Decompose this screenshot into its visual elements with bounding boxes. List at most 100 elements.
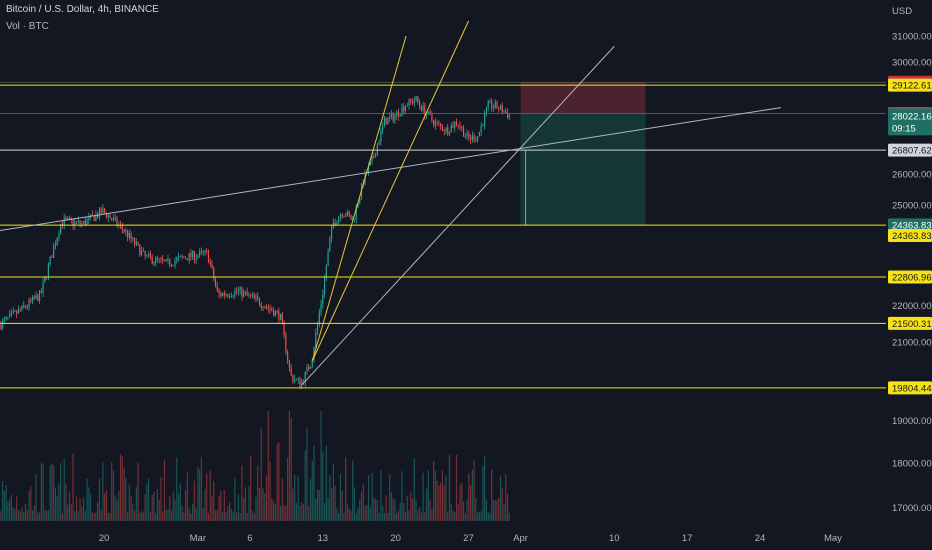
volume-bar xyxy=(236,512,238,521)
volume-bar xyxy=(385,495,387,521)
volume-bar xyxy=(487,512,489,521)
volume-bar xyxy=(35,474,37,521)
volume-bar xyxy=(225,512,227,521)
candle-body xyxy=(100,208,102,214)
candle-body xyxy=(218,290,220,294)
time-tick-label: Apr xyxy=(513,533,528,544)
candle-body xyxy=(211,263,213,269)
volume-bar xyxy=(23,511,25,521)
volume-bar xyxy=(336,508,338,521)
volume-bar xyxy=(318,489,320,521)
volume-bar xyxy=(413,458,415,521)
candle-body xyxy=(206,250,208,252)
volume-bar xyxy=(367,474,370,521)
volume-bar xyxy=(434,470,436,521)
volume-bar xyxy=(74,511,76,521)
candle-body xyxy=(257,296,259,299)
candle-body xyxy=(67,218,69,219)
volume-bar xyxy=(130,496,132,521)
candle-body xyxy=(33,296,35,299)
trend-line[interactable] xyxy=(301,45,615,386)
candle-body xyxy=(418,101,421,106)
volume-bar xyxy=(192,503,194,521)
volume-bar xyxy=(264,493,266,521)
candle-body xyxy=(452,125,454,128)
candle-body xyxy=(323,277,326,294)
candle-body xyxy=(74,221,76,226)
candle-body xyxy=(155,257,157,263)
volume-bar xyxy=(12,507,14,521)
volume-bar xyxy=(9,499,11,521)
candle-body xyxy=(23,305,25,307)
volume-bar xyxy=(169,496,171,521)
candle-body xyxy=(267,307,269,309)
volume-bar xyxy=(134,510,136,521)
volume-bar xyxy=(58,484,60,521)
candle-body xyxy=(327,251,329,266)
last-price-label: 28022.16 xyxy=(892,111,932,122)
price-tick-label: 30000.00 xyxy=(892,57,932,68)
candle-body xyxy=(501,105,503,113)
volume-bar xyxy=(260,428,262,521)
volume-bar xyxy=(272,500,275,521)
candle-body xyxy=(506,112,509,118)
volume-bar xyxy=(199,469,201,521)
volume-bar xyxy=(311,460,313,521)
volume-bar xyxy=(170,510,173,521)
volume-bar xyxy=(452,510,454,521)
volume-bar xyxy=(158,499,160,521)
candle-body xyxy=(40,290,42,293)
volume-bar xyxy=(237,494,239,521)
take-profit-zone[interactable] xyxy=(520,113,646,226)
candle-body xyxy=(457,124,459,126)
volume-bar xyxy=(100,510,102,521)
volume-bar xyxy=(501,487,503,521)
volume-bar xyxy=(79,498,81,521)
candle-body xyxy=(343,215,345,217)
volume-bar xyxy=(107,512,109,521)
fan-line[interactable] xyxy=(311,35,407,361)
stop-loss-zone[interactable] xyxy=(520,82,646,114)
volume-bar xyxy=(420,512,422,521)
candle-body xyxy=(81,223,83,225)
price-tick-label: 22000.00 xyxy=(892,301,932,312)
volume-bar xyxy=(441,470,444,521)
candle-body xyxy=(185,257,187,259)
volume-bar xyxy=(290,417,292,521)
volume-bar xyxy=(241,465,243,521)
candle-body xyxy=(132,237,134,239)
drawings[interactable] xyxy=(0,20,886,389)
level-price-label: 26807.62 xyxy=(892,146,932,157)
candle-body xyxy=(112,218,115,220)
volume-bar xyxy=(387,512,389,521)
fan-line[interactable] xyxy=(311,20,469,361)
volume-bar xyxy=(142,512,144,521)
candle-body xyxy=(130,233,132,239)
candle-body xyxy=(251,294,254,296)
time-tick-label: 13 xyxy=(317,533,328,544)
level-price-label-bg xyxy=(888,78,932,92)
volume-bar xyxy=(160,477,162,521)
volume-bar xyxy=(382,505,384,521)
volume-bar xyxy=(484,456,486,521)
time-tick-label: 10 xyxy=(609,533,620,544)
time-axis[interactable]: 20 Mar 6 13 20 27 Apr 10 17 24 May xyxy=(99,533,842,544)
volume-bar xyxy=(31,510,34,521)
volume-bar xyxy=(369,507,371,521)
volume-bar xyxy=(320,411,322,521)
trend-line[interactable] xyxy=(0,107,781,231)
candle-body xyxy=(188,252,190,261)
candle-body xyxy=(434,121,436,126)
volume-bar xyxy=(433,461,435,521)
candle-body xyxy=(392,113,394,121)
volume-bar xyxy=(63,458,65,521)
candle-body xyxy=(399,114,401,117)
volume-bar xyxy=(492,500,495,521)
volume-bar xyxy=(288,411,290,521)
candle-body xyxy=(464,136,466,138)
volume-bar xyxy=(450,504,452,521)
candle-body xyxy=(128,233,130,238)
volume-bar xyxy=(239,512,241,521)
